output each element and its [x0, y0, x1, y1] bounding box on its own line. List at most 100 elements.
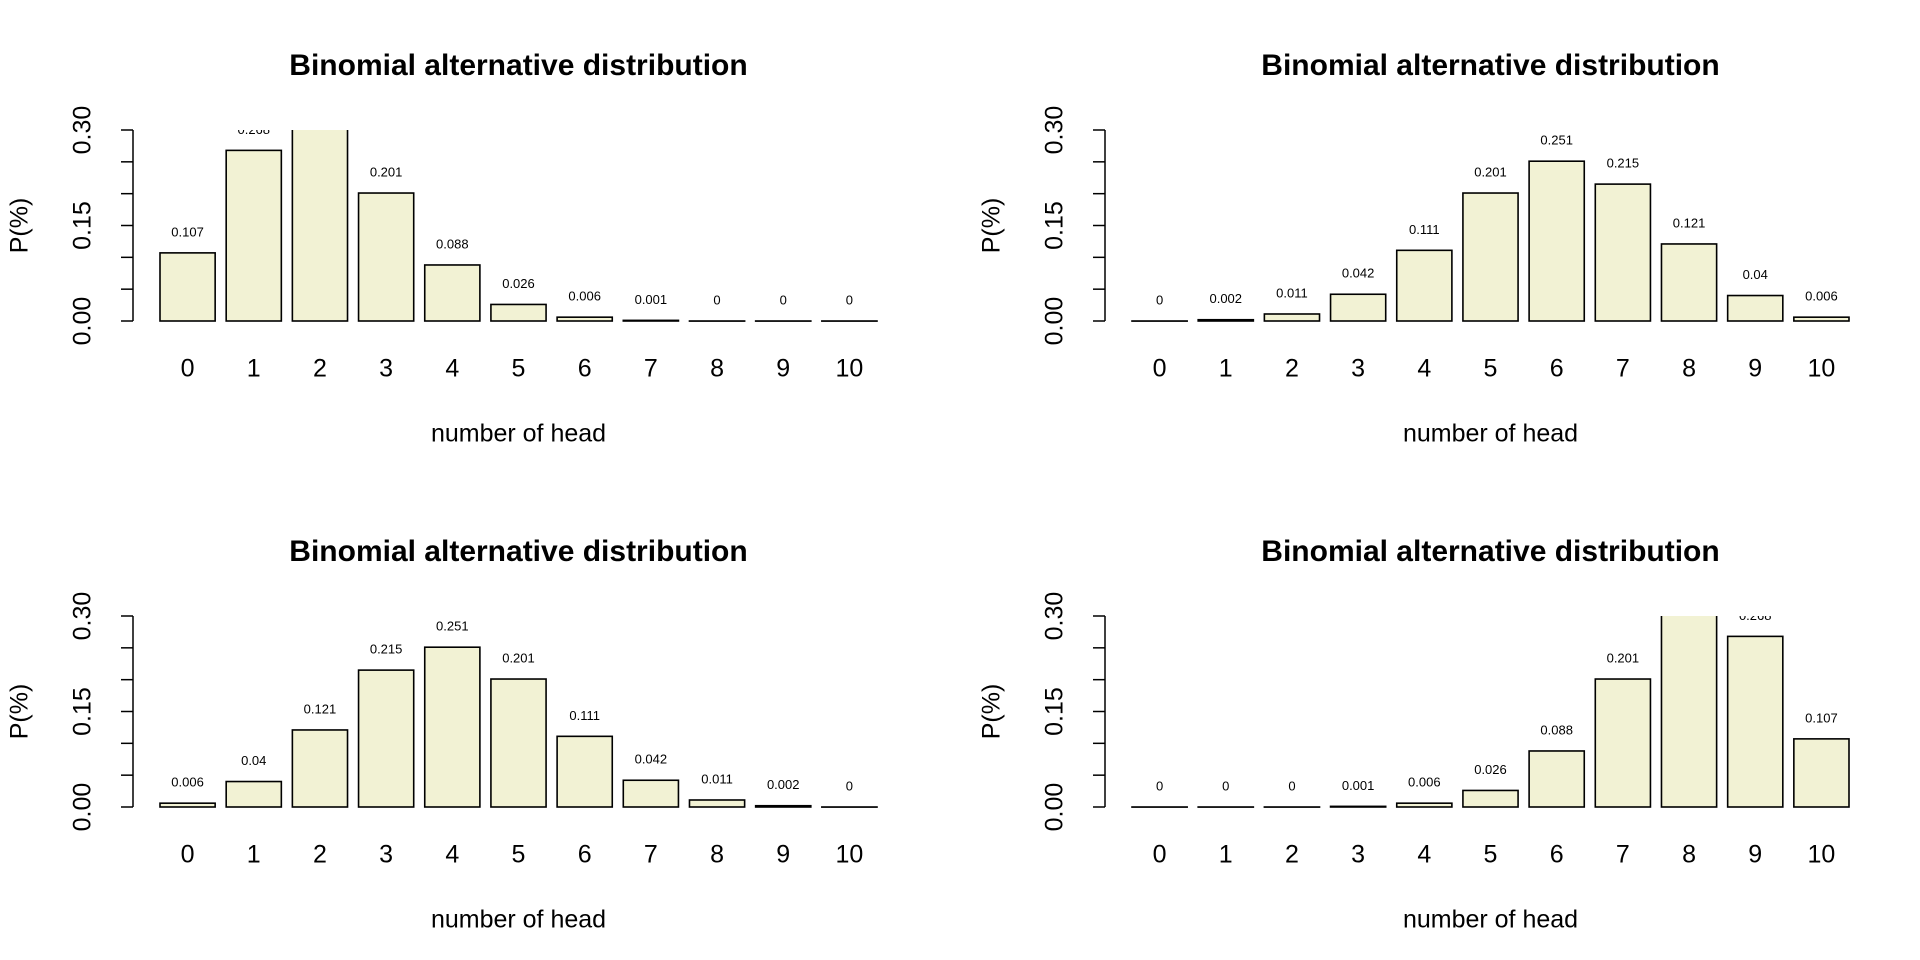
bar	[556, 316, 614, 322]
x-tick-label: 6	[578, 355, 592, 383]
value-label: 0.088	[1540, 722, 1573, 737]
bar	[159, 252, 216, 322]
y-tick-label: 0.15	[69, 201, 97, 250]
x-tick-label: 0	[1153, 355, 1167, 383]
value-label: 0.107	[171, 224, 204, 239]
bar	[622, 319, 680, 322]
value-label: 0	[1156, 778, 1163, 793]
value-label: 0.088	[436, 236, 469, 251]
chart-panel: Binomial alternative distribution number …	[978, 535, 1850, 934]
x-tick-label: 8	[1682, 841, 1696, 869]
bar	[1594, 678, 1652, 808]
bar	[291, 729, 349, 808]
x-tick-label: 4	[1417, 841, 1431, 869]
x-tick-label: 4	[1417, 355, 1431, 383]
bar	[291, 130, 349, 322]
y-tick-label: 0.00	[1041, 783, 1069, 832]
bar	[1329, 293, 1387, 322]
chart-title: Binomial alternative distribution	[289, 49, 747, 82]
bar	[1263, 313, 1321, 322]
chart-title: Binomial alternative distribution	[1261, 535, 1719, 568]
value-label: 0.201	[1607, 650, 1640, 665]
value-label: 0.006	[1408, 775, 1441, 790]
value-label: 0.001	[1342, 778, 1375, 793]
bar	[1462, 789, 1519, 808]
bar	[1793, 738, 1850, 808]
bar	[1329, 805, 1387, 808]
value-label: 0.002	[767, 777, 800, 792]
x-tick-label: 9	[1748, 355, 1762, 383]
value-label: 0.268	[237, 122, 270, 137]
x-tick-label: 8	[710, 841, 724, 869]
x-tick-label: 2	[1285, 355, 1299, 383]
x-tick-label: 0	[1153, 841, 1167, 869]
y-axis-label: P(%)	[6, 684, 34, 740]
y-tick-label: 0.00	[69, 783, 97, 832]
value-label: 0.011	[1276, 285, 1308, 300]
bar	[159, 802, 216, 808]
x-tick-label: 8	[710, 355, 724, 383]
bar	[490, 303, 547, 322]
bar	[1793, 316, 1850, 322]
x-tick-label: 10	[1808, 841, 1836, 869]
value-label: 0.026	[502, 276, 535, 291]
bar	[1594, 183, 1652, 322]
value-label: 0	[1156, 292, 1163, 307]
y-axis-label: P(%)	[978, 198, 1006, 254]
x-tick-label: 3	[1351, 841, 1365, 869]
y-tick-label: 0.15	[1041, 687, 1069, 736]
bar	[1395, 802, 1453, 808]
y-tick-label: 0.15	[69, 687, 97, 736]
value-label: 0.006	[171, 775, 204, 790]
bar	[1462, 192, 1519, 322]
x-tick-label: 0	[181, 841, 195, 869]
y-tick-label: 0.30	[1041, 592, 1069, 641]
value-label: 0.201	[1474, 164, 1507, 179]
bar	[1660, 616, 1718, 808]
x-tick-label: 4	[445, 841, 459, 869]
value-label: 0	[846, 778, 853, 793]
bar	[1197, 318, 1255, 322]
y-tick-label: 0.30	[1041, 106, 1069, 155]
x-tick-label: 7	[1616, 841, 1630, 869]
y-tick-label: 0.30	[69, 106, 97, 155]
x-tick-label: 10	[836, 841, 864, 869]
value-label: 0.215	[370, 642, 403, 657]
chart-panel: Binomial alternative distribution number …	[978, 49, 1850, 448]
bar	[622, 779, 680, 808]
x-tick-label: 5	[1484, 841, 1498, 869]
x-axis-label: number of head	[1403, 906, 1578, 934]
value-label: 0.04	[1743, 267, 1768, 282]
bar	[1528, 160, 1586, 322]
chart-panel: Binomial alternative distribution number …	[6, 49, 878, 448]
bar	[357, 192, 415, 322]
value-label: 0.111	[1409, 222, 1440, 237]
x-tick-label: 0	[181, 355, 195, 383]
bar	[225, 149, 283, 322]
value-label: 0.006	[1805, 289, 1838, 304]
chart-title: Binomial alternative distribution	[1261, 49, 1719, 82]
x-tick-label: 1	[1219, 841, 1233, 869]
value-label: 0.251	[1540, 133, 1573, 148]
x-tick-label: 3	[379, 841, 393, 869]
bar	[1726, 294, 1784, 322]
value-label: 0	[1288, 778, 1295, 793]
value-label: 0.215	[1607, 156, 1640, 171]
x-tick-label: 7	[644, 355, 658, 383]
x-tick-label: 2	[313, 355, 327, 383]
x-tick-label: 6	[578, 841, 592, 869]
chart-title: Binomial alternative distribution	[289, 535, 747, 568]
y-tick-label: 0.15	[1041, 201, 1069, 250]
bar	[423, 646, 481, 808]
y-axis-label: P(%)	[978, 684, 1006, 740]
y-tick-label: 0.00	[1041, 297, 1069, 346]
bar	[688, 799, 746, 808]
x-tick-label: 8	[1682, 355, 1696, 383]
x-tick-label: 4	[445, 355, 459, 383]
x-axis-label: number of head	[431, 420, 606, 448]
x-tick-label: 9	[776, 355, 790, 383]
x-tick-label: 9	[776, 841, 790, 869]
plot-region: 0.107 0.268 0.302 0.201 0.088 0.026 0.006 0.001…	[159, 122, 878, 322]
bar	[556, 735, 614, 808]
